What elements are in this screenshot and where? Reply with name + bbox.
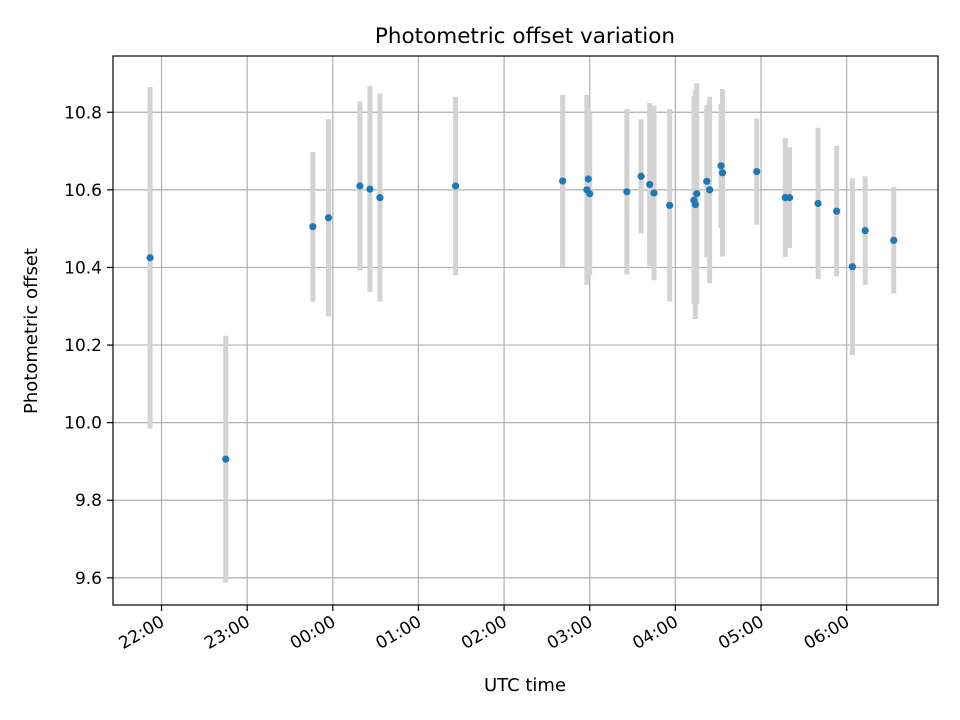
data-point <box>366 185 374 193</box>
y-tick-label: 10.6 <box>64 181 102 201</box>
data-point <box>890 236 898 244</box>
data-point <box>666 201 674 209</box>
y-tick-label: 9.6 <box>75 569 102 589</box>
data-point <box>785 194 794 202</box>
data-point <box>703 177 711 185</box>
data-point <box>717 162 725 170</box>
data-points <box>146 162 898 463</box>
data-point <box>584 175 592 183</box>
data-point <box>693 190 701 198</box>
data-point <box>356 182 364 190</box>
data-point <box>451 182 460 190</box>
data-point <box>861 226 869 235</box>
y-tick-label: 10.0 <box>64 414 102 434</box>
data-point <box>706 186 714 194</box>
y-tick-label: 9.8 <box>75 491 102 511</box>
y-tick-label: 10.2 <box>64 336 102 356</box>
x-axis-label: UTC time <box>484 675 566 696</box>
plot-frame <box>112 55 939 606</box>
data-point <box>559 177 567 185</box>
data-point <box>691 200 699 209</box>
data-point <box>222 455 230 463</box>
data-point <box>146 254 154 262</box>
y-axis-label: Photometric offset <box>21 248 42 414</box>
data-point <box>324 214 333 222</box>
data-point <box>586 190 594 198</box>
data-point <box>814 199 822 208</box>
data-point <box>848 263 856 271</box>
data-point <box>650 189 658 197</box>
data-point <box>718 169 727 177</box>
y-axis-ticks: 9.6 9.8 10.0 10.2 10.4 10.6 10.8 <box>64 103 113 589</box>
data-point <box>309 223 317 231</box>
data-point <box>376 194 384 202</box>
y-tick-label: 10.8 <box>64 103 102 123</box>
data-point <box>753 168 761 176</box>
data-point <box>623 188 631 196</box>
data-point <box>833 207 841 215</box>
data-point <box>646 180 654 189</box>
data-point <box>637 172 645 180</box>
y-tick-label: 10.4 <box>64 258 102 278</box>
chart-title: Photometric offset variation <box>375 24 675 49</box>
